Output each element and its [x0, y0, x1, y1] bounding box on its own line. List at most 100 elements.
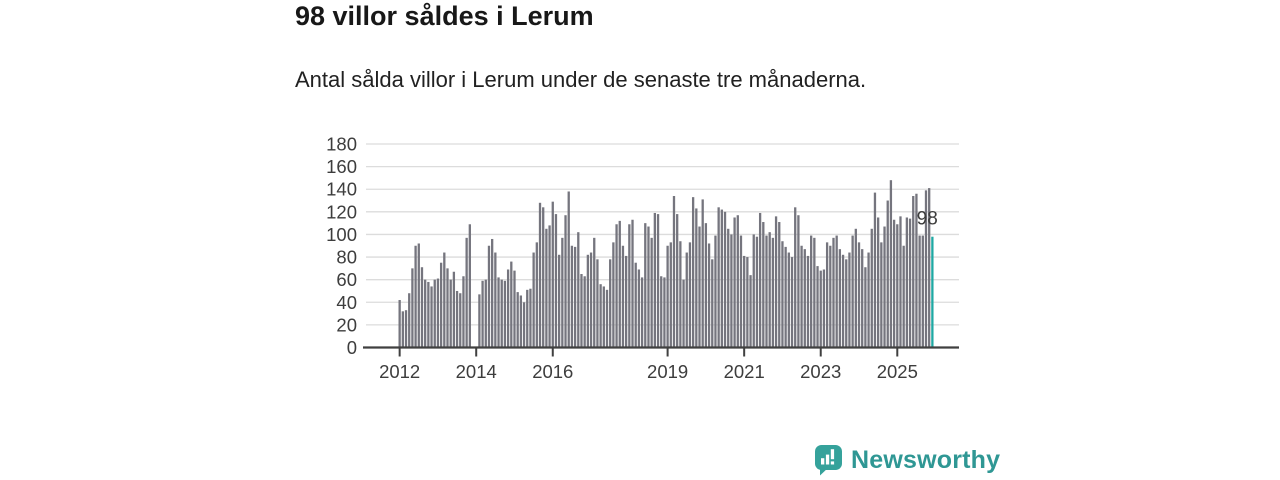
- bar: [478, 294, 481, 348]
- bar: [672, 196, 676, 348]
- y-axis-label: 60: [336, 269, 357, 290]
- bar: [570, 245, 574, 348]
- bar: [459, 293, 462, 348]
- bar: [567, 191, 570, 348]
- bar: [819, 270, 822, 348]
- bar: [857, 242, 861, 348]
- bar: [921, 235, 924, 348]
- bar: [500, 279, 503, 348]
- bar: [816, 266, 819, 348]
- bar: [727, 228, 730, 348]
- bar: [886, 200, 889, 348]
- bar: [714, 235, 717, 348]
- bar: [545, 228, 548, 348]
- bar: [822, 269, 826, 348]
- y-axis-label: 0: [347, 337, 357, 358]
- bar: [679, 241, 682, 348]
- bar: [774, 216, 778, 348]
- bar: [516, 292, 519, 348]
- bar: [908, 218, 912, 348]
- x-axis-label: 2016: [532, 361, 573, 382]
- bar: [612, 242, 615, 348]
- y-axis-label: 100: [326, 224, 357, 245]
- bar: [618, 220, 621, 348]
- bar: [433, 279, 436, 348]
- bar: [739, 235, 743, 348]
- bar: [526, 289, 529, 348]
- bar: [647, 226, 650, 348]
- bar: [695, 208, 698, 348]
- y-axis-label: 20: [336, 314, 357, 335]
- bar: [707, 243, 711, 348]
- bar: [905, 217, 909, 348]
- bar: [924, 190, 928, 348]
- bar: [577, 232, 580, 348]
- bar: [548, 225, 551, 348]
- bar: [497, 277, 500, 348]
- bar: [481, 280, 484, 348]
- bar: [602, 286, 605, 348]
- bar: [701, 199, 704, 348]
- bar: [580, 274, 583, 348]
- bar: [650, 237, 653, 348]
- bar: [398, 300, 401, 348]
- bar: [468, 224, 471, 348]
- bar: [660, 276, 663, 348]
- bar: [462, 276, 465, 348]
- bar: [717, 207, 720, 348]
- bar: [487, 245, 491, 348]
- bar: [653, 212, 656, 348]
- bar: [771, 237, 775, 348]
- bar: [628, 224, 631, 348]
- bar: [892, 219, 896, 348]
- bar: [404, 310, 408, 348]
- bar: [599, 284, 602, 348]
- bar: [436, 278, 440, 348]
- bar: [465, 237, 468, 348]
- bar: [829, 245, 832, 348]
- x-axis-label: 2025: [877, 361, 918, 382]
- bar: [854, 228, 857, 348]
- bar: [605, 289, 609, 348]
- bar: [915, 193, 918, 348]
- bar: [513, 270, 516, 348]
- bar: [449, 279, 452, 348]
- bar: [561, 237, 564, 348]
- bar: [503, 280, 507, 348]
- bar: [912, 196, 915, 348]
- bar: [883, 226, 886, 348]
- bar: [838, 249, 842, 348]
- bar: [593, 237, 596, 348]
- bar: [583, 276, 586, 348]
- bar: [768, 232, 771, 348]
- x-axis-label: 2014: [456, 361, 497, 382]
- y-axis-label: 120: [326, 201, 357, 222]
- highlight-bar: [931, 236, 934, 348]
- bar: [522, 302, 526, 348]
- bar: [825, 242, 829, 348]
- bar: [551, 201, 554, 348]
- bar: [832, 237, 835, 348]
- bar: [711, 259, 714, 348]
- bar: [778, 222, 781, 348]
- bar: [634, 262, 637, 348]
- bar: [797, 215, 800, 348]
- bar: [510, 261, 513, 348]
- bar: [452, 271, 456, 348]
- bar: [720, 209, 723, 348]
- bar: [784, 246, 787, 348]
- bar: [596, 259, 599, 348]
- bar: [427, 281, 430, 348]
- bar: [794, 207, 797, 348]
- bar: [401, 311, 404, 348]
- newsworthy-logo: Newsworthy: [814, 444, 1000, 476]
- bar: [746, 257, 749, 348]
- bar: [656, 214, 660, 348]
- bar: [864, 267, 867, 348]
- bar: [896, 224, 899, 348]
- bar: [873, 192, 877, 348]
- bar: [589, 252, 593, 348]
- bar: [790, 257, 794, 348]
- bar: [867, 252, 870, 348]
- bar: [424, 279, 427, 348]
